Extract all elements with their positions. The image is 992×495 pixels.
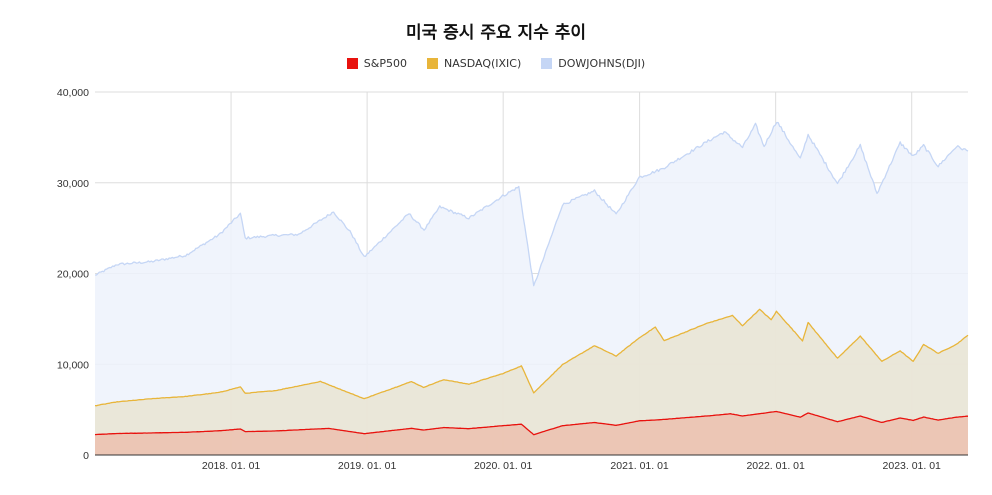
chart-title: 미국 증시 주요 지수 추이 [405,23,587,43]
legend-swatch-dow [541,58,553,69]
series-lines [94,121,969,436]
x-tick-label: 2023. 01. 01 [883,460,942,472]
y-tick-label: 20,000 [57,269,89,281]
x-tick-label: 2021. 01. 01 [610,460,669,472]
legend-label-dow: DOWJOHNS(DJI) [558,57,646,70]
x-tick-label: 2018. 01. 01 [202,460,261,472]
legend-item-sp500[interactable]: S&P500 [346,57,407,70]
y-tick-label: 10,000 [57,359,89,371]
y-tick-label: 40,000 [57,87,89,99]
legend: S&P500 NASDAQ(IXIC) DOWJOHNS(DJI) [0,57,992,70]
legend-swatch-nasdaq [426,58,438,69]
legend-label-sp500: S&P500 [363,57,407,70]
x-tick-label: 2020. 01. 01 [474,460,533,472]
y-tick-label: 0 [83,450,89,462]
line-dowjohns-dji [95,121,969,287]
line-s-p500 [94,410,968,436]
legend-item-dow[interactable]: DOWJOHNS(DJI) [541,57,645,70]
legend-item-nasdaq[interactable]: NASDAQ(IXIC) [426,57,522,70]
axes: 0 10,000 20,000 30,000 40,000 2018. 01. 01 201… [57,87,968,472]
x-tick-label: 2022. 01. 01 [746,460,805,472]
y-tick-label: 30,000 [57,178,89,190]
line-nasdaq-ixic [94,308,969,407]
series-areas [95,122,968,455]
legend-swatch-sp500 [346,58,358,69]
x-tick-label: 2019. 01. 01 [338,460,397,472]
legend-label-nasdaq: NASDAQ(IXIC) [443,57,522,70]
